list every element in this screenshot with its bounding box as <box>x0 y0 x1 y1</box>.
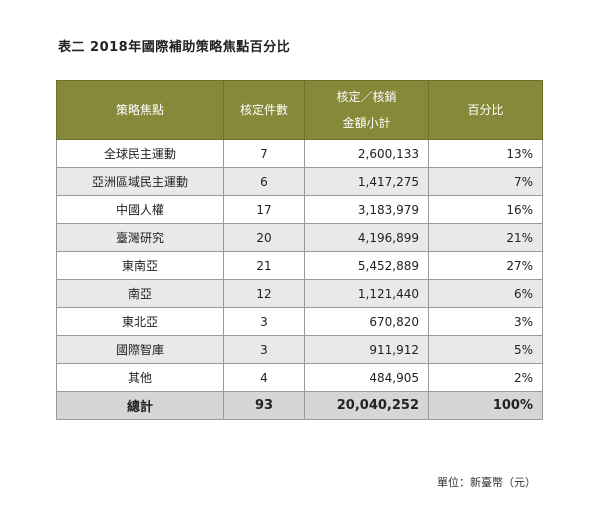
cell-percent: 5% <box>428 335 543 364</box>
table-row: 亞洲區域民主運動 6 1,417,275 7% <box>56 167 543 196</box>
cell-percent: 2% <box>428 363 543 392</box>
header-percent: 百分比 <box>428 80 543 140</box>
cell-focus: 南亞 <box>56 279 224 308</box>
cell-focus: 東南亞 <box>56 251 224 280</box>
cell-count: 17 <box>223 195 305 224</box>
cell-focus: 臺灣研究 <box>56 223 224 252</box>
total-row: 總計 93 20,040,252 100% <box>56 391 543 420</box>
cell-percent: 16% <box>428 195 543 224</box>
table-title: 表二 2018年國際補助策略焦點百分比 <box>58 40 291 55</box>
cell-focus: 亞洲區域民主運動 <box>56 167 224 196</box>
cell-amount: 911,912 <box>304 335 429 364</box>
table-row: 全球民主運動 7 2,600,133 13% <box>56 139 543 168</box>
cell-amount: 2,600,133 <box>304 139 429 168</box>
cell-amount: 5,452,889 <box>304 251 429 280</box>
cell-focus: 中國人權 <box>56 195 224 224</box>
budget-table: 策略焦點 核定件數 核定／核銷 金額小計 百分比 全球民主運動 7 2,600,… <box>56 80 543 420</box>
cell-percent: 7% <box>428 167 543 196</box>
table-row: 東北亞 3 670,820 3% <box>56 307 543 336</box>
cell-percent: 3% <box>428 307 543 336</box>
cell-count: 4 <box>223 363 305 392</box>
header-count: 核定件數 <box>223 80 305 140</box>
cell-percent: 6% <box>428 279 543 308</box>
cell-count: 20 <box>223 223 305 252</box>
total-count: 93 <box>223 391 305 420</box>
header-amount-line2: 金額小計 <box>342 116 391 130</box>
cell-amount: 1,417,275 <box>304 167 429 196</box>
header-focus: 策略焦點 <box>56 80 224 140</box>
total-percent: 100% <box>428 391 543 420</box>
cell-percent: 21% <box>428 223 543 252</box>
cell-percent: 13% <box>428 139 543 168</box>
cell-count: 3 <box>223 307 305 336</box>
table-row: 臺灣研究 20 4,196,899 21% <box>56 223 543 252</box>
cell-count: 7 <box>223 139 305 168</box>
cell-count: 12 <box>223 279 305 308</box>
table-row: 南亞 12 1,121,440 6% <box>56 279 543 308</box>
total-amount: 20,040,252 <box>304 391 429 420</box>
header-row: 策略焦點 核定件數 核定／核銷 金額小計 百分比 <box>56 80 543 140</box>
cell-focus: 其他 <box>56 363 224 392</box>
header-amount: 核定／核銷 金額小計 <box>304 80 429 140</box>
cell-focus: 國際智庫 <box>56 335 224 364</box>
cell-amount: 3,183,979 <box>304 195 429 224</box>
cell-focus: 東北亞 <box>56 307 224 336</box>
unit-note: 單位：新臺幣（元） <box>437 476 536 489</box>
table-row: 中國人權 17 3,183,979 16% <box>56 195 543 224</box>
cell-count: 6 <box>223 167 305 196</box>
cell-count: 3 <box>223 335 305 364</box>
cell-amount: 670,820 <box>304 307 429 336</box>
header-amount-line1: 核定／核銷 <box>336 90 397 104</box>
cell-amount: 1,121,440 <box>304 279 429 308</box>
table-row: 東南亞 21 5,452,889 27% <box>56 251 543 280</box>
cell-amount: 484,905 <box>304 363 429 392</box>
cell-amount: 4,196,899 <box>304 223 429 252</box>
table-row: 其他 4 484,905 2% <box>56 363 543 392</box>
cell-count: 21 <box>223 251 305 280</box>
total-label: 總計 <box>56 391 224 420</box>
cell-percent: 27% <box>428 251 543 280</box>
cell-focus: 全球民主運動 <box>56 139 224 168</box>
table-row: 國際智庫 3 911,912 5% <box>56 335 543 364</box>
